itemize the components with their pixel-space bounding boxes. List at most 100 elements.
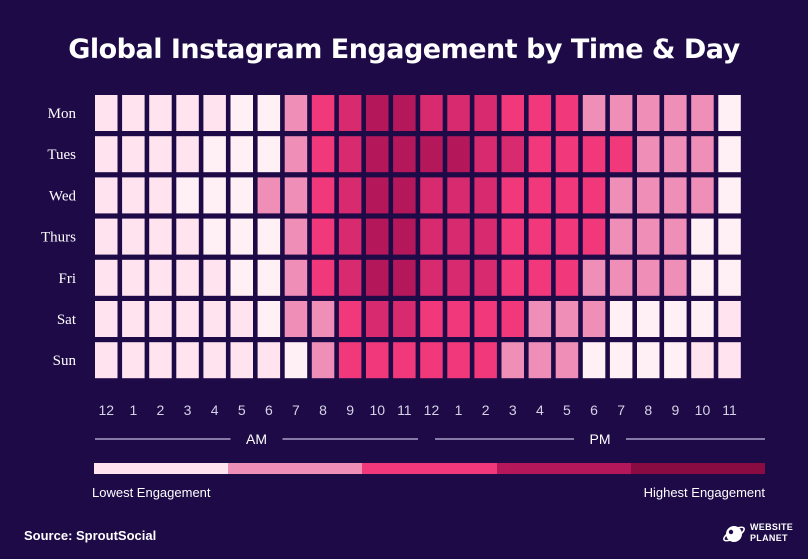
heatmap-cell (582, 342, 606, 379)
heatmap-cell (284, 259, 308, 296)
heatmap-cell (501, 95, 524, 131)
heatmap-cell (122, 177, 145, 214)
heatmap-cell (203, 342, 226, 379)
heatmap-cell (555, 136, 579, 173)
heatmap-cell (176, 218, 199, 255)
heatmap-cell (664, 301, 687, 337)
planet-icon (723, 526, 745, 542)
heatmap-cell (338, 259, 362, 296)
heatmap-cell (393, 259, 416, 296)
heatmap-cell (149, 177, 172, 214)
column-label: 4 (211, 402, 219, 418)
heatmap-cell (311, 342, 335, 379)
heatmap-cell (691, 218, 714, 255)
heatmap-cell (230, 259, 253, 296)
brand-logo: WEBSITE PLANET (722, 520, 794, 552)
column-label: 10 (369, 402, 385, 418)
column-label: 4 (536, 402, 544, 418)
row-label: Fri (58, 271, 76, 287)
heatmap-cell (311, 259, 335, 296)
heatmap-cell (447, 177, 470, 214)
column-label: 12 (98, 402, 114, 418)
heatmap-cell (582, 301, 606, 337)
heatmap-cell (203, 177, 226, 214)
column-label: 2 (482, 402, 490, 418)
legend-gradient-bar (94, 463, 766, 474)
heatmap-cell (582, 177, 606, 214)
column-label: 1 (455, 402, 463, 418)
heatmap-cell (95, 342, 118, 379)
heatmap-cell (284, 342, 308, 379)
heatmap-cell (528, 218, 552, 255)
heatmap-cell (664, 218, 687, 255)
column-label: 3 (184, 402, 192, 418)
heatmap-cell (203, 259, 226, 296)
heatmap-cell (637, 218, 660, 255)
heatmap-cell (582, 136, 606, 173)
heatmap-cell (149, 301, 172, 337)
row-label: Sun (53, 353, 77, 369)
heatmap-cell (393, 136, 416, 173)
heatmap-cell (528, 259, 552, 296)
heatmap-cell (257, 95, 281, 131)
heatmap-cell (122, 95, 145, 131)
column-label: 12 (424, 402, 440, 418)
heatmap-cell (366, 259, 389, 296)
brand-line1: WEBSITE (750, 522, 794, 532)
heatmap-cell (609, 218, 633, 255)
heatmap-cell (447, 342, 470, 379)
heatmap-cell (609, 301, 633, 337)
heatmap-cell (230, 177, 253, 214)
heatmap-cell (366, 218, 389, 255)
heatmap-cell (284, 218, 308, 255)
heatmap-cell (474, 259, 497, 296)
column-label: 8 (644, 402, 652, 418)
heatmap-cell (230, 136, 253, 173)
heatmap-cell (609, 95, 633, 131)
heatmap-cell (555, 301, 579, 337)
heatmap-cell (501, 218, 524, 255)
heatmap-cell (582, 259, 606, 296)
heatmap-cell (420, 301, 443, 337)
heatmap-cell (176, 259, 199, 296)
heatmap-cell (122, 342, 145, 379)
heatmap-cell (420, 136, 443, 173)
heatmap-cell (555, 218, 579, 255)
heatmap-cell (528, 95, 552, 131)
column-label: 6 (590, 402, 598, 418)
heatmap-cell (447, 218, 470, 255)
heatmap-cell (664, 342, 687, 379)
heatmap-cell (718, 136, 741, 173)
source-text: Source: SproutSocial (24, 528, 157, 543)
heatmap-cell (447, 301, 470, 337)
heatmap-cell (691, 342, 714, 379)
heatmap-cell (664, 259, 687, 296)
heatmap-cell (420, 218, 443, 255)
heatmap-cell (637, 136, 660, 173)
heatmap-cell (176, 342, 199, 379)
heatmap-cell (582, 218, 606, 255)
heatmap-cell (122, 301, 145, 337)
heatmap-cell (257, 342, 281, 379)
column-label: 11 (397, 402, 412, 418)
heatmap-cell (555, 342, 579, 379)
heatmap-cell (609, 136, 633, 173)
heatmap-cell (528, 301, 552, 337)
heatmap-cell (501, 136, 524, 173)
column-label: 8 (319, 402, 327, 418)
heatmap-cell (474, 342, 497, 379)
heatmap-cells (95, 95, 741, 379)
heatmap-cell (149, 218, 172, 255)
column-label: 9 (671, 402, 679, 418)
legend-high-label: Highest Engagement (643, 485, 765, 500)
heatmap-cell (95, 218, 118, 255)
heatmap-cell (230, 95, 253, 131)
heatmap-cell (718, 259, 741, 296)
heatmap-cell (420, 177, 443, 214)
heatmap-cell (149, 95, 172, 131)
heatmap-cell (311, 177, 335, 214)
heatmap-cell (393, 95, 416, 131)
heatmap-cell (338, 177, 362, 214)
heatmap-cell (284, 177, 308, 214)
heatmap-cell (366, 301, 389, 337)
